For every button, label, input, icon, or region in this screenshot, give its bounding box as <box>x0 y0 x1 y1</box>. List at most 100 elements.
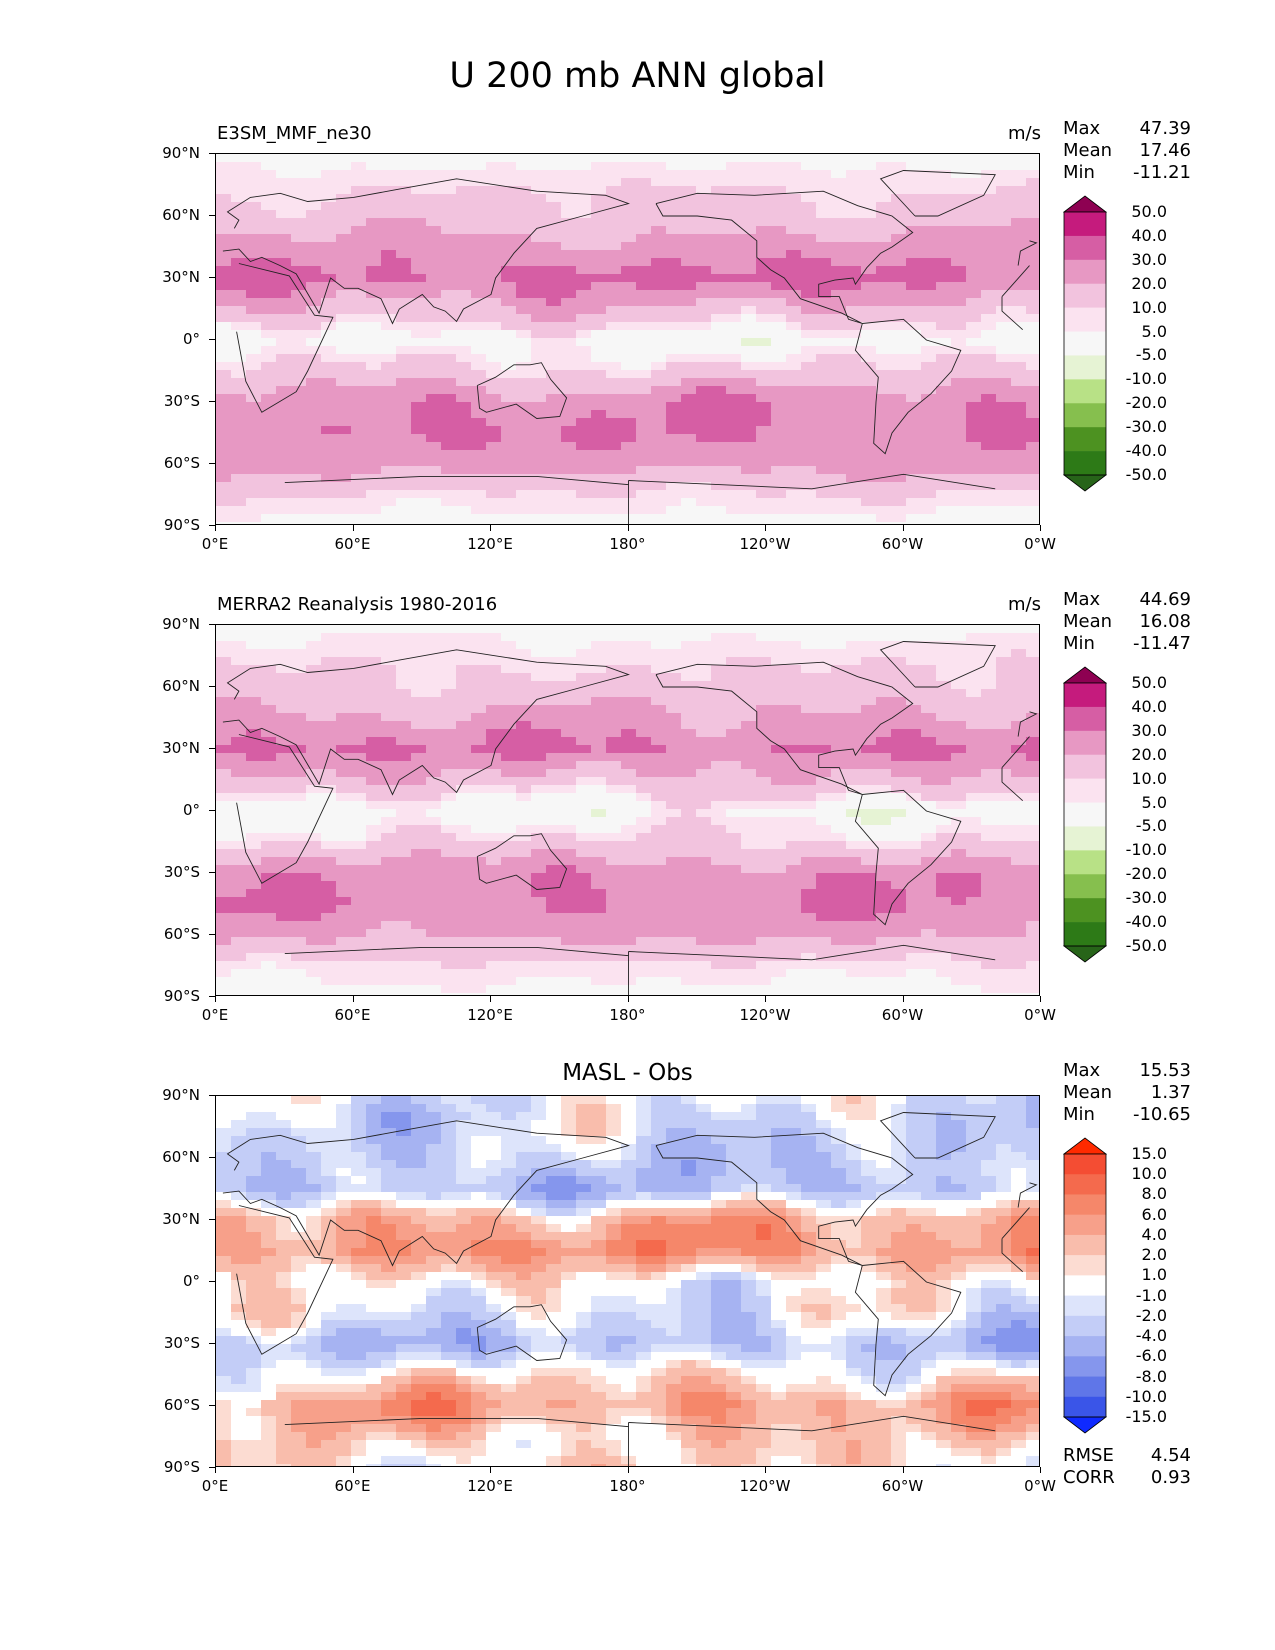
heatmap-cell <box>846 394 862 403</box>
heatmap-cell <box>1026 681 1039 690</box>
heatmap-cell <box>1026 633 1039 642</box>
heatmap-cell <box>321 705 337 714</box>
heatmap-cell <box>471 641 487 650</box>
heatmap-cell <box>816 290 832 299</box>
heatmap-cell <box>561 665 577 674</box>
heatmap-cell <box>996 434 1012 443</box>
heatmap-cell <box>1011 761 1027 770</box>
heatmap-cell <box>246 258 262 267</box>
heatmap-cell <box>771 386 787 395</box>
heatmap-cell <box>336 490 352 499</box>
heatmap-cell <box>366 657 382 666</box>
heatmap-cell <box>426 929 442 938</box>
heatmap-cell <box>891 282 907 291</box>
heatmap-cell <box>231 777 247 786</box>
heatmap-cell <box>831 498 847 507</box>
heatmap-cell <box>711 625 727 634</box>
heatmap-cell <box>351 961 367 970</box>
heatmap-cell <box>516 154 532 163</box>
heatmap-cell <box>486 769 502 778</box>
heatmap-cell <box>396 841 412 850</box>
heatmap-cell <box>966 458 982 467</box>
heatmap-cell <box>276 777 292 786</box>
heatmap-cell <box>681 506 697 515</box>
heatmap-cell <box>816 625 832 634</box>
heatmap-cell <box>531 250 547 259</box>
heatmap-cell <box>741 713 757 722</box>
heatmap-cell <box>891 274 907 283</box>
heatmap-cell <box>891 322 907 331</box>
heatmap-cell <box>516 330 532 339</box>
heatmap-cell <box>411 801 427 810</box>
heatmap-cell <box>756 929 772 938</box>
heatmap-cell <box>366 194 382 203</box>
heatmap-cell <box>891 729 907 738</box>
heatmap-cell <box>906 945 922 954</box>
heatmap-cell <box>306 178 322 187</box>
heatmap-cell <box>636 450 652 459</box>
heatmap-cell <box>861 226 877 235</box>
heatmap-cell <box>861 729 877 738</box>
heatmap-cell <box>651 258 667 267</box>
heatmap-cell <box>696 394 712 403</box>
heatmap-cell <box>246 434 262 443</box>
heatmap-cell <box>561 226 577 235</box>
heatmap-cell <box>336 737 352 746</box>
heatmap-cell <box>486 953 502 962</box>
heatmap-cell <box>1026 913 1039 922</box>
heatmap-cell <box>351 953 367 962</box>
heatmap-cell <box>276 833 292 842</box>
heatmap-cell <box>576 362 592 371</box>
heatmap-cell <box>261 737 277 746</box>
heatmap-cell <box>876 226 892 235</box>
heatmap-cell <box>876 458 892 467</box>
heatmap-cell <box>216 354 232 363</box>
heatmap-cell <box>936 705 952 714</box>
heatmap-cell <box>456 386 472 395</box>
heatmap-cell <box>1026 825 1039 834</box>
heatmap-cell <box>756 801 772 810</box>
heatmap-cell <box>291 442 307 451</box>
heatmap-cell <box>591 330 607 339</box>
heatmap-cell <box>771 450 787 459</box>
heatmap-cell <box>276 290 292 299</box>
heatmap-cell <box>321 665 337 674</box>
heatmap-cell <box>381 290 397 299</box>
heatmap-cell <box>966 418 982 427</box>
heatmap-cell <box>1026 210 1039 219</box>
heatmap-cell <box>846 282 862 291</box>
heatmap-cell <box>996 250 1012 259</box>
heatmap-cell <box>231 897 247 906</box>
heatmap-cell <box>381 697 397 706</box>
heatmap-cell <box>936 282 952 291</box>
heatmap-cell <box>621 242 637 251</box>
heatmap-cell <box>906 178 922 187</box>
heatmap-cell <box>351 162 367 171</box>
heatmap-cell <box>891 641 907 650</box>
heatmap-cell <box>801 897 817 906</box>
heatmap-cell <box>591 466 607 475</box>
heatmap-cell <box>591 250 607 259</box>
heatmap-cell <box>456 306 472 315</box>
heatmap-cell <box>546 665 562 674</box>
heatmap-cell <box>576 250 592 259</box>
heatmap-cell <box>906 466 922 475</box>
heatmap-cell <box>621 458 637 467</box>
heatmap-cell <box>636 881 652 890</box>
heatmap-cell <box>1011 346 1027 355</box>
heatmap-cell <box>621 873 637 882</box>
heatmap-cell <box>651 170 667 179</box>
heatmap-cell <box>711 322 727 331</box>
heatmap-cell <box>351 737 367 746</box>
heatmap-cell <box>696 921 712 930</box>
heatmap-cell <box>486 442 502 451</box>
heatmap-cell <box>576 354 592 363</box>
heatmap-cell <box>846 665 862 674</box>
heatmap-cell <box>591 506 607 515</box>
heatmap-cell <box>996 681 1012 690</box>
heatmap-cell <box>486 833 502 842</box>
heatmap-cell <box>336 953 352 962</box>
heatmap-cell <box>546 306 562 315</box>
heatmap-cell <box>276 258 292 267</box>
heatmap-cell <box>276 498 292 507</box>
